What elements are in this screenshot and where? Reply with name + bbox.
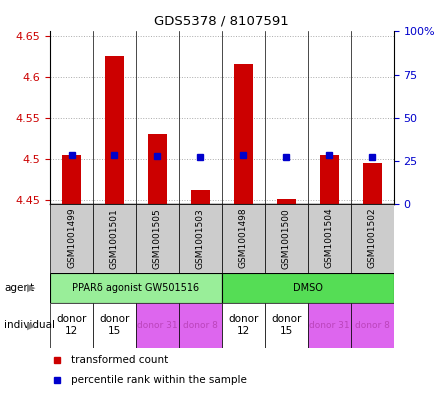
- Bar: [148, 134, 167, 204]
- Text: GSM1001499: GSM1001499: [67, 208, 76, 268]
- Text: donor 31: donor 31: [308, 321, 349, 330]
- Bar: [307, 303, 350, 348]
- Bar: [221, 204, 264, 273]
- Bar: [178, 204, 221, 273]
- Bar: [307, 204, 350, 273]
- Bar: [62, 155, 81, 204]
- Text: DMSO: DMSO: [292, 283, 322, 293]
- Bar: [50, 303, 93, 348]
- Bar: [190, 190, 210, 204]
- Bar: [233, 64, 253, 204]
- Title: GDS5378 / 8107591: GDS5378 / 8107591: [154, 15, 289, 28]
- Text: GSM1001501: GSM1001501: [110, 208, 118, 268]
- Bar: [264, 204, 307, 273]
- Bar: [93, 303, 136, 348]
- Text: donor
15: donor 15: [270, 314, 301, 336]
- Text: GSM1001505: GSM1001505: [153, 208, 161, 268]
- Text: GSM1001503: GSM1001503: [195, 208, 204, 268]
- Bar: [93, 204, 136, 273]
- Bar: [178, 303, 221, 348]
- Text: donor
12: donor 12: [227, 314, 258, 336]
- Text: donor 8: donor 8: [183, 321, 217, 330]
- Text: GSM1001502: GSM1001502: [367, 208, 376, 268]
- Bar: [50, 273, 221, 303]
- Bar: [350, 303, 393, 348]
- Text: GSM1001504: GSM1001504: [324, 208, 333, 268]
- Text: donor
15: donor 15: [99, 314, 129, 336]
- Bar: [276, 198, 295, 204]
- Text: individual: individual: [4, 320, 55, 330]
- Bar: [221, 273, 393, 303]
- Bar: [136, 303, 178, 348]
- Bar: [319, 155, 338, 204]
- Text: ▶: ▶: [27, 283, 36, 293]
- Bar: [264, 303, 307, 348]
- Bar: [50, 204, 93, 273]
- Text: percentile rank within the sample: percentile rank within the sample: [70, 375, 246, 386]
- Text: ▶: ▶: [27, 320, 36, 330]
- Text: donor
12: donor 12: [56, 314, 86, 336]
- Bar: [105, 56, 124, 204]
- Bar: [221, 303, 264, 348]
- Text: transformed count: transformed count: [70, 355, 168, 365]
- Text: PPARδ agonist GW501516: PPARδ agonist GW501516: [72, 283, 199, 293]
- Text: GSM1001498: GSM1001498: [238, 208, 247, 268]
- Text: GSM1001500: GSM1001500: [281, 208, 290, 268]
- Bar: [136, 204, 178, 273]
- Bar: [350, 204, 393, 273]
- Text: donor 31: donor 31: [137, 321, 178, 330]
- Bar: [362, 163, 381, 204]
- Text: donor 8: donor 8: [354, 321, 389, 330]
- Text: agent: agent: [4, 283, 34, 293]
